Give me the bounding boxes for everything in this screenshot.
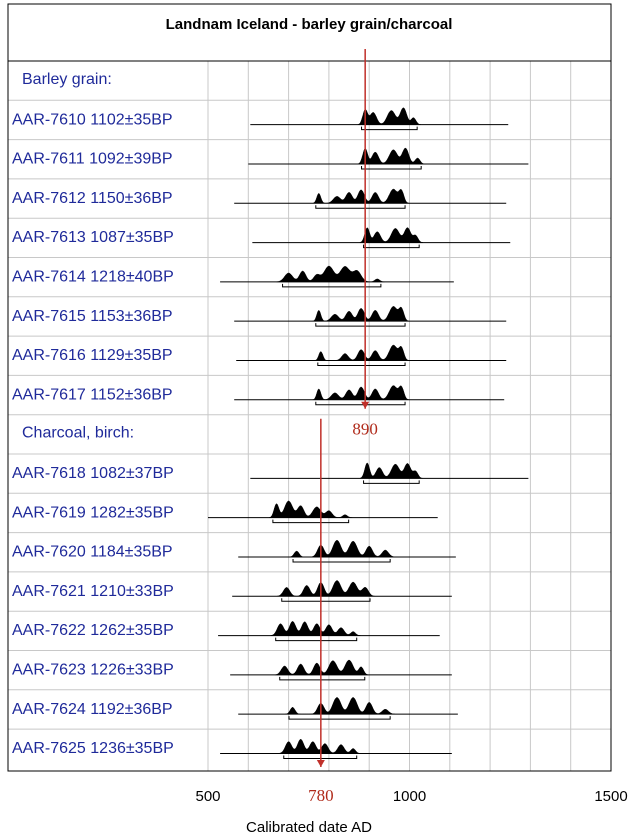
curves [208,107,529,759]
x-tick-label: 1500 [594,788,627,805]
sample-label: AAR-7622 1262±35BP [12,622,174,639]
range-bracket [361,126,418,131]
probability-curve [312,385,409,401]
marker-label: 890 [352,420,378,439]
probability-curve [285,697,396,715]
range-bracket [315,205,406,209]
sample-label: AAR-7621 1210±33BP [12,583,174,600]
sample-label: AAR-7617 1152±36BP [12,386,173,403]
marker-label: 780 [308,786,334,805]
range-bracket [281,598,371,602]
marker-arrow [361,401,370,409]
range-bracket [315,323,406,327]
probability-curve [268,500,353,518]
probability-curve [357,147,426,165]
probability-curve [274,659,369,676]
probability-curve [278,739,361,754]
range-bracket [272,519,350,524]
range-bracket [275,637,358,642]
range-bracket [361,165,422,170]
probability-curve [312,188,409,204]
sample-label: AAR-7612 1150±36BP [12,190,173,207]
sample-label: AAR-7620 1184±35BP [12,544,173,561]
range-bracket [315,401,406,406]
range-bracket [363,244,420,249]
sample-label: AAR-7619 1282±35BP [12,504,174,521]
range-bracket [282,283,382,288]
x-axis-label: Calibrated date AD [246,819,372,836]
x-tick-label: 1000 [393,788,426,805]
sample-label: AAR-7611 1092±39BP [12,151,173,168]
sample-label: AAR-7623 1226±33BP [12,662,174,679]
probability-curve [276,265,385,283]
probability-curve [289,540,396,558]
sample-label: AAR-7618 1082±37BP [12,465,174,482]
plot-box [7,60,612,772]
range-bracket [292,558,391,563]
sample-label: AAR-7613 1087±35BP [12,229,174,246]
probability-curve [359,227,424,243]
x-axis-ticks: 500 1000 1500 [195,788,627,805]
sample-label: AAR-7625 1236±35BP [12,740,174,757]
x-tick-label: 500 [195,788,220,805]
range-bracket [279,676,366,681]
group-header: Charcoal, birch: [22,425,134,442]
range-bracket [363,480,420,484]
range-bracket [288,716,391,720]
plot-frame [7,3,612,772]
probability-curve [357,107,422,125]
chart-title: Landnam Iceland - barley grain/charcoal [166,16,453,33]
sample-label: AAR-7610 1102±35BP [12,111,173,128]
marker-arrow [316,760,325,767]
probability-curve [312,306,409,322]
markers: 890 780 [308,49,378,805]
group-header: Barley grain: [22,71,112,88]
probability-curve [314,344,409,361]
probability-curve [270,621,361,636]
sample-label: AAR-7616 1129±35BP [12,347,173,364]
sample-label: AAR-7624 1192±36BP [12,701,173,718]
range-bracket [317,362,406,366]
probability-curve [276,580,376,597]
sample-label: AAR-7615 1153±36BP [12,308,173,325]
rows: Barley grain: AAR-7610 1102±35BP AAR-7611 … [12,71,174,757]
sample-label: AAR-7614 1218±40BP [12,269,174,286]
probability-curve [359,462,424,479]
